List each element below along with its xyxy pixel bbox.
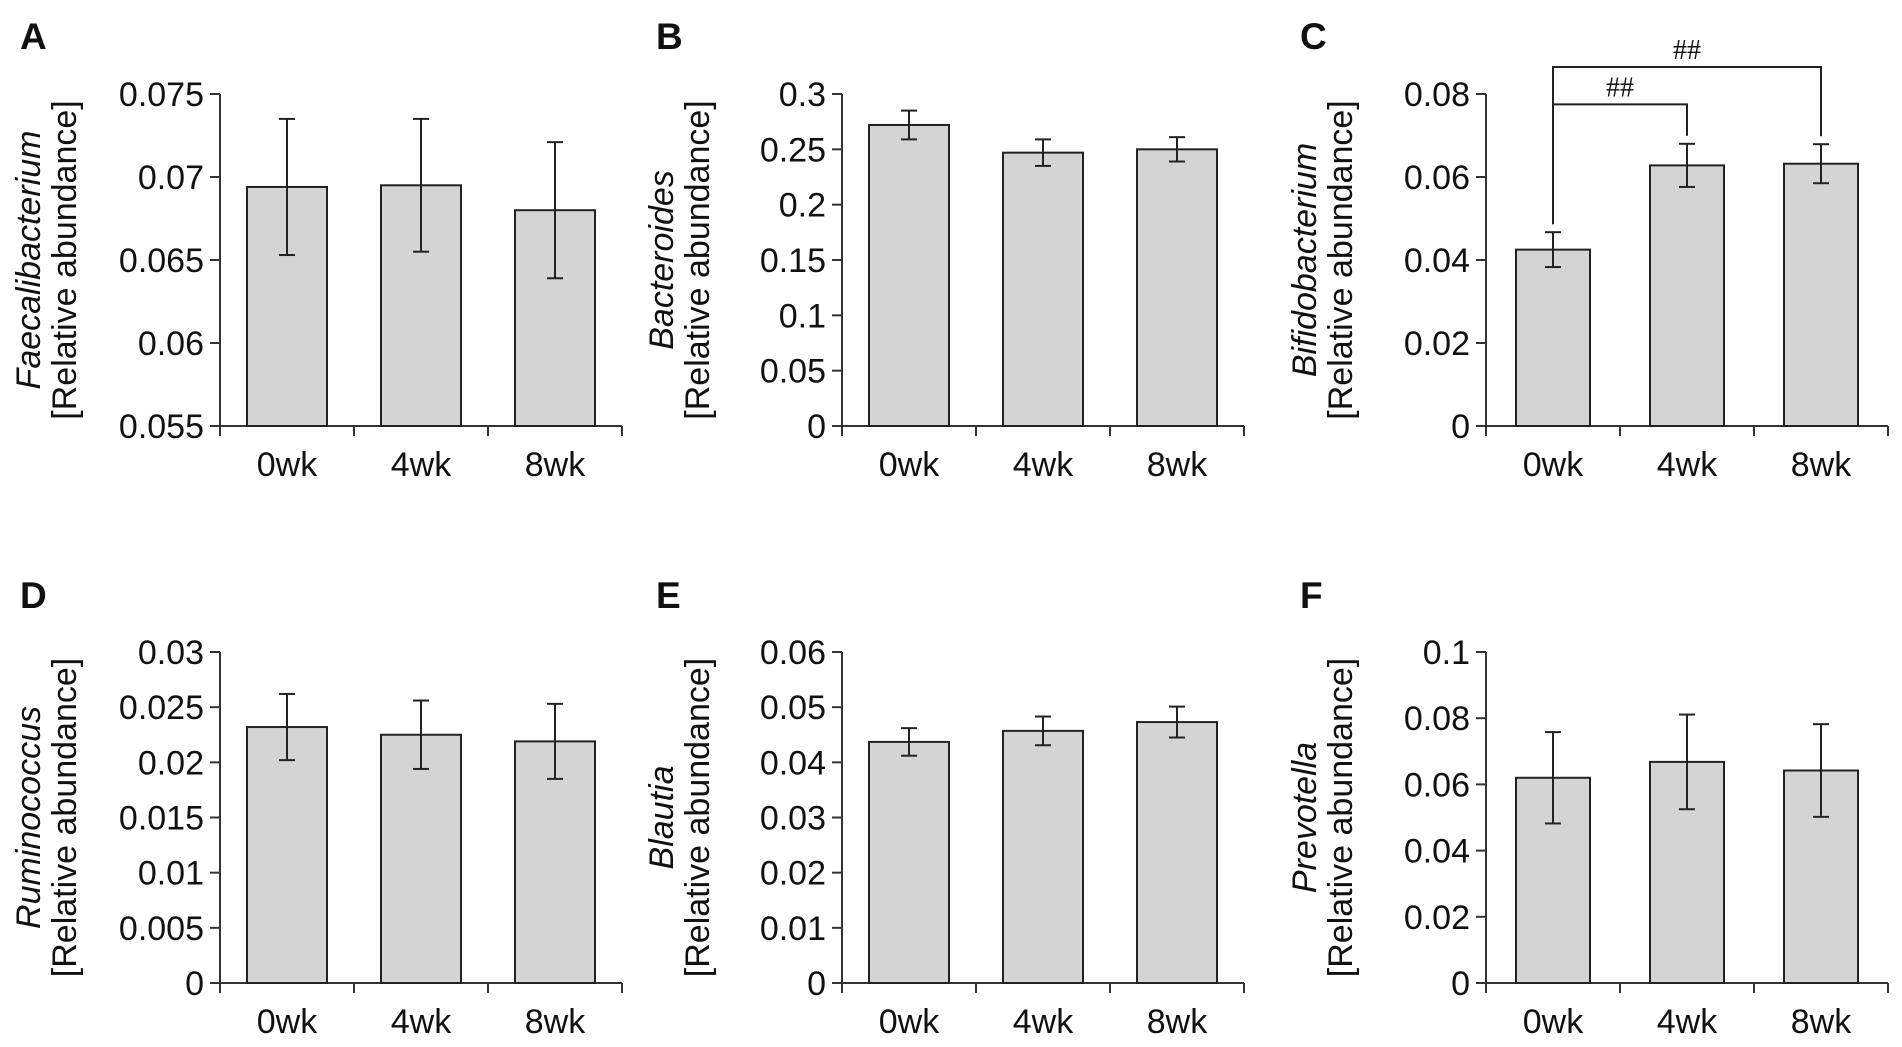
bar-0wk [246,726,328,984]
y-axis-title: Bacteroides [643,170,681,350]
y-tick-label: 0.04 [1404,833,1470,871]
y-tick-label: 0.02 [1404,325,1470,363]
x-tick-label: 4wk [1013,1003,1074,1041]
x-tick-label: 0wk [1523,1003,1584,1041]
y-tick-label: 0.06 [1404,159,1470,197]
y-tick-label: 0 [1451,408,1470,446]
panel-letter: B [656,16,683,57]
x-tick-label: 8wk [1791,1003,1852,1041]
y-tick-label: 0.04 [760,744,826,782]
y-tick-label: 0 [807,965,826,1003]
panel-d: D Ruminococcus[Relative abundance] 0 0.005 0… [10,575,623,1041]
x-tick-label: 0wk [257,446,318,484]
panel-letter: E [656,575,681,616]
x-tick-label: 8wk [1147,446,1208,484]
bar-8wk [514,740,596,984]
significance-label: ## [1673,35,1701,66]
y-tick-label: 0.06 [1404,766,1470,804]
y-tick-label: 0.06 [760,634,826,672]
y-tick-label: 0.08 [1404,76,1470,114]
panel-c: C Bifidobacterium[Relative abundance] 0 0.0… [1286,16,1889,484]
panel-letter: F [1300,575,1323,616]
panel-letter: C [1300,16,1327,57]
bar-8wk [1136,721,1218,984]
bar-8wk [1783,162,1859,427]
x-tick-label: 4wk [391,1003,452,1041]
x-tick-label: 8wk [1791,446,1852,484]
y-tick-label: 0 [1451,965,1470,1003]
x-tick-label: 0wk [879,446,940,484]
y-tick-label: 0.025 [119,689,204,727]
x-tick-label: 4wk [1657,446,1718,484]
y-tick-label: 0.05 [760,689,826,727]
x-tick-label: 4wk [391,446,452,484]
bar-8wk [1136,148,1218,427]
y-tick-label: 0.03 [138,634,204,672]
y-axis-title: Blautia [643,766,681,870]
y-tick-label: 0.065 [119,242,204,280]
bar-4wk [1002,151,1084,428]
panel-f: F Prevotella[Relative abundance] 0 0.02 0.04… [1286,575,1889,1041]
x-tick-label: 0wk [879,1003,940,1041]
y-tick-label: 0.01 [760,910,826,948]
y-axis-unit: [Relative abundance] [1322,658,1360,977]
bar-4wk [1002,729,1084,984]
y-axis-unit: [Relative abundance] [679,658,717,977]
y-tick-label: 0.08 [1404,700,1470,738]
panel-letter: A [20,16,47,57]
x-tick-label: 0wk [257,1003,318,1041]
y-tick-label: 0.02 [138,744,204,782]
bar-4wk [1649,164,1725,427]
y-axis-title: Faecalibacterium [10,131,48,390]
y-axis-unit: [Relative abundance] [1322,100,1360,419]
y-tick-label: 0.2 [779,187,826,225]
y-tick-label: 0.03 [760,800,826,838]
bar-0wk [868,740,950,985]
y-tick-label: 0.04 [1404,242,1470,280]
y-tick-label: 0.07 [138,159,204,197]
y-tick-label: 0.15 [760,242,826,280]
y-tick-label: 0.1 [1423,634,1470,672]
y-tick-label: 0.01 [138,855,204,893]
y-axis-title: Prevotella [1286,742,1324,893]
y-tick-label: 0.3 [779,76,826,114]
significance-bracket [1552,66,1822,225]
bar-0wk [1515,248,1591,427]
x-tick-label: 8wk [525,1003,586,1041]
bar-0wk [868,123,950,427]
y-tick-label: 0.075 [119,76,204,114]
y-tick-label: 0.02 [1404,899,1470,937]
y-tick-label: 0.005 [119,910,204,948]
y-tick-label: 0.25 [760,131,826,169]
y-tick-label: 0 [185,965,204,1003]
panel-e: E Blautia[Relative abundance] 0 0.01 0.02 0.0… [643,575,1245,1041]
x-tick-label: 8wk [525,446,586,484]
y-tick-label: 0.05 [760,353,826,391]
y-axis-unit: [Relative abundance] [679,100,717,419]
y-axis-title: Ruminococcus [10,706,48,929]
bar-4wk [380,733,462,984]
y-axis-unit: [Relative abundance] [46,658,84,977]
y-axis-unit: [Relative abundance] [46,100,84,419]
x-tick-label: 8wk [1147,1003,1208,1041]
panel-b: B Bacteroides[Relative abundance] 0 0.05 0.1… [643,16,1245,484]
panel-letter: D [20,575,47,616]
x-tick-label: 4wk [1657,1003,1718,1041]
x-tick-label: 4wk [1013,446,1074,484]
y-tick-label: 0.015 [119,800,204,838]
y-tick-label: 0.055 [119,408,204,446]
y-tick-label: 0.1 [779,297,826,335]
significance-label: ## [1606,72,1634,103]
x-tick-label: 0wk [1523,446,1584,484]
y-tick-label: 0.02 [760,855,826,893]
y-tick-label: 0 [807,408,826,446]
y-tick-label: 0.06 [138,325,204,363]
panel-a: A Faecalibacterium[Relative abundance] 0.0… [10,16,623,484]
y-axis-title: Bifidobacterium [1286,143,1324,377]
